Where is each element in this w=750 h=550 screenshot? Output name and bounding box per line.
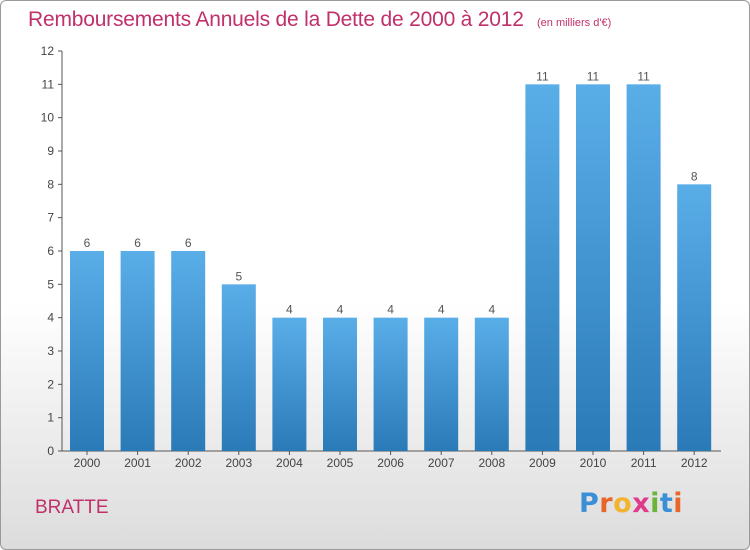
bar [323,317,357,451]
x-tick-label: 2003 [225,456,252,470]
bar [424,317,459,451]
bar-value-label: 8 [691,169,698,183]
x-tick-label: 2006 [377,456,404,470]
chart-labels: 2000 6 2001 6 2002 6 2003 5 2004 4 2005 4 2006 4 2007 4… [74,69,708,470]
y-tick-label: 0 [47,444,54,458]
x-tick-label: 2004 [276,456,303,470]
bar-value-label: 11 [637,69,650,83]
y-tick-label: 9 [47,144,54,158]
x-tick-label: 2012 [681,456,708,470]
y-tick-label: 7 [47,211,54,225]
x-tick-label: 2002 [175,456,202,470]
y-tick-label: 6 [47,244,54,258]
bar-value-label: 6 [134,236,141,250]
logo-letter: r [599,488,614,519]
x-tick-label: 2007 [428,456,455,470]
logo-letter: t [659,488,674,519]
logo-letter: o [613,488,633,519]
chart-unit: (en milliers d'€) [537,17,612,29]
bar [373,317,408,451]
bar-value-label: 5 [235,269,242,283]
bar-value-label: 6 [84,236,91,250]
y-tick-label: 11 [42,77,55,91]
x-tick-label: 2010 [580,456,607,470]
bar [576,84,610,451]
y-tick-label: 5 [47,277,54,291]
bar-value-label: 4 [387,303,394,317]
bar-value-label: 4 [488,303,495,317]
bar [120,251,155,451]
x-tick-label: 2008 [478,456,505,470]
bar-value-label: 11 [536,69,549,83]
bar [221,284,256,451]
bar [70,251,104,451]
y-tick-label: 4 [47,311,54,325]
chart-title: Remboursements Annuels de la Dette de 20… [28,8,524,31]
commune-name: BRATTE [35,497,109,518]
bar [474,317,509,451]
chart-bars [70,84,712,452]
bar-value-label: 11 [587,69,600,83]
x-tick-label: 2005 [327,456,354,470]
bar-value-label: 4 [438,303,445,317]
bar [525,84,560,451]
x-tick-label: 2009 [529,456,556,470]
y-tick-label: 3 [47,344,54,358]
bar [677,184,712,452]
bar-value-label: 4 [286,303,293,317]
y-tick-label: 2 [47,377,54,391]
x-tick-label: 2011 [631,456,657,470]
y-tick-label: 8 [47,177,54,191]
proxiti-logo: Proxiti [579,488,683,519]
x-tick-label: 2001 [124,456,151,470]
bar [626,84,661,451]
bar-value-label: 6 [185,236,192,250]
logo-letter: i [650,488,660,519]
y-tick-label: 10 [41,111,55,125]
y-tick-label: 1 [47,411,54,425]
bar-value-label: 4 [337,303,344,317]
bar [272,317,307,451]
y-tick-label: 12 [41,44,55,58]
x-tick-label: 2000 [74,456,101,470]
logo-letter: i [673,488,684,519]
logo-letter: P [579,488,600,519]
bar [171,251,206,451]
logo-letter: x [632,488,651,519]
